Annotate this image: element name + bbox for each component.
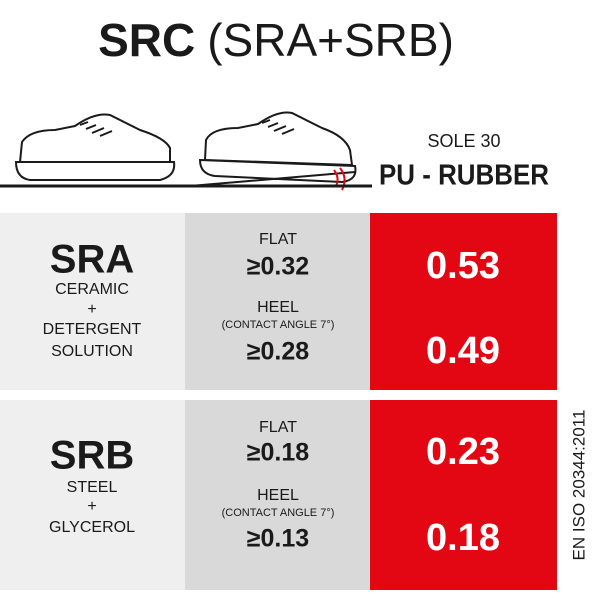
surface-line: GLYCEROL bbox=[49, 519, 135, 536]
sole-material: PU - RUBBER bbox=[379, 160, 549, 192]
test-name: SRB bbox=[50, 434, 134, 478]
cell-bg bbox=[370, 400, 557, 590]
result: 0.49 bbox=[426, 330, 500, 372]
condition-label: FLAT bbox=[259, 419, 297, 436]
requirement: ≥0.13 bbox=[247, 525, 309, 553]
condition-label: FLAT bbox=[259, 231, 297, 248]
result: 0.18 bbox=[426, 517, 500, 559]
requirement: ≥0.18 bbox=[247, 439, 309, 467]
test-name: SRA bbox=[50, 238, 134, 282]
sole-label: SOLE 30 bbox=[427, 131, 500, 151]
condition-label: HEEL bbox=[257, 487, 299, 504]
shoe-flat bbox=[0, 113, 190, 188]
surface-line: CERAMIC bbox=[55, 281, 129, 298]
cell-bg bbox=[185, 213, 370, 390]
surface-line: STEEL bbox=[67, 479, 118, 496]
surface-line: SOLUTION bbox=[51, 343, 133, 360]
cell-bg bbox=[370, 213, 557, 390]
surface-line: + bbox=[87, 301, 96, 318]
standard: EN ISO 20344:2011 bbox=[569, 410, 588, 561]
result: 0.23 bbox=[426, 431, 500, 473]
surface-line: DETERGENT bbox=[43, 321, 142, 338]
requirement: ≥0.28 bbox=[247, 338, 309, 366]
cell-bg bbox=[185, 400, 370, 590]
cell-bg bbox=[0, 400, 185, 590]
surface-line: + bbox=[87, 498, 96, 515]
condition-note: (CONTACT ANGLE 7°) bbox=[222, 507, 335, 519]
title-sub: (SRA+SRB) bbox=[207, 14, 454, 66]
result: 0.53 bbox=[426, 245, 500, 287]
cell-bg bbox=[0, 213, 185, 390]
condition-note: (CONTACT ANGLE 7°) bbox=[222, 319, 335, 331]
title-main: SRC bbox=[98, 14, 195, 66]
condition-label: HEEL bbox=[257, 299, 299, 316]
requirement: ≥0.32 bbox=[247, 253, 309, 281]
title: SRC (SRA+SRB) bbox=[98, 14, 454, 66]
shoe-heel bbox=[189, 111, 372, 191]
